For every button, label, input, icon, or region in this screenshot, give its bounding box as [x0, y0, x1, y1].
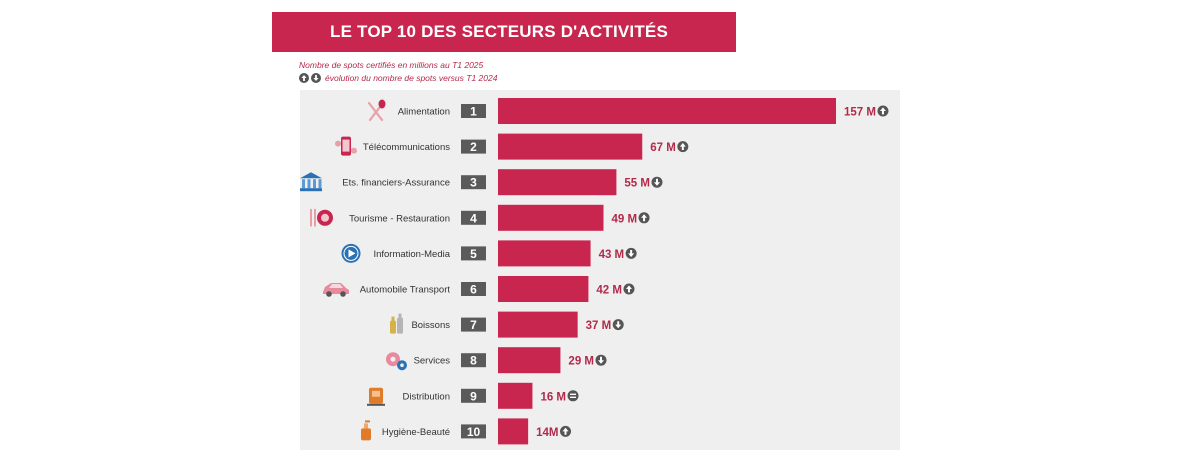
chart-panel: Alimentation 1 157 M Télécommunications 2 67 …: [300, 90, 900, 450]
rank-label: 3: [470, 176, 477, 190]
rank-label: 10: [467, 425, 481, 439]
category-label: Automobile Transport: [360, 285, 451, 296]
equal-circle-icon: [567, 390, 579, 402]
category-label: Tourisme - Restauration: [349, 213, 450, 224]
arrow-up-circle-icon: [638, 212, 650, 224]
car-icon: [323, 283, 349, 297]
rank-box: [461, 175, 486, 190]
bar: [498, 204, 604, 231]
value-label: 37 M: [586, 320, 612, 332]
bar: [498, 311, 578, 338]
arrow-up-circle-icon: [877, 105, 889, 117]
rank-box: [461, 424, 486, 439]
value-label: 157 M: [844, 107, 876, 119]
shopping-icon: [367, 387, 385, 406]
restaurant-icon: [310, 208, 333, 227]
rank-box: [461, 317, 486, 332]
arrow-up-circle-icon: [560, 425, 572, 437]
value-label: 14M: [536, 427, 558, 439]
rank-label: 8: [470, 354, 477, 368]
bar: [498, 133, 643, 160]
rank-label: 5: [470, 247, 477, 261]
bar: [498, 418, 529, 445]
category-label: Distribution: [402, 391, 450, 402]
rank-label: 1: [470, 105, 477, 119]
rank-box: [461, 388, 486, 403]
category-label: Télécommunications: [363, 142, 450, 153]
arrow-up-circle-icon: [677, 141, 689, 153]
arrow-down-circle-icon: [612, 319, 624, 331]
arrow-down-circle-icon: [651, 176, 663, 188]
arrow-down-circle-icon: [625, 247, 637, 259]
rank-label: 7: [470, 318, 477, 332]
value-label: 49 M: [611, 213, 637, 225]
cosmetics-icon: [361, 420, 371, 441]
rank-label: 9: [470, 389, 477, 403]
bar: [498, 276, 589, 302]
value-label: 42 M: [596, 285, 622, 297]
fork-spoon-icon: [367, 99, 386, 122]
rank-box: [461, 210, 486, 225]
arrow-down-circle-icon: [311, 73, 321, 83]
trend-legend: évolution du nombre de spots versus T1 2…: [299, 73, 497, 83]
bottles-icon: [390, 313, 403, 334]
rank-box: [461, 246, 486, 261]
value-label: 29 M: [568, 356, 594, 368]
bar-chart: Alimentation 1 157 M Télécommunications 2 67 …: [300, 98, 889, 445]
rank-label: 6: [470, 283, 477, 297]
bar: [498, 347, 561, 374]
value-label: 16 M: [540, 391, 566, 403]
rank-box: [461, 104, 486, 118]
play-icon: [341, 243, 361, 263]
chart-subtitle: Nombre de spots certifiés en millions au…: [299, 60, 484, 70]
value-label: 43 M: [599, 249, 625, 261]
category-label: Hygiène-Beauté: [382, 427, 450, 438]
rank-box: [461, 139, 486, 154]
category-label: Boissons: [411, 320, 450, 331]
arrow-up-circle-icon: [623, 283, 635, 295]
value-label: 55 M: [624, 178, 650, 190]
rank-label: 4: [470, 211, 477, 225]
bar: [498, 382, 533, 409]
gears-icon: [386, 352, 407, 371]
rank-label: 2: [470, 140, 477, 154]
rank-box: [461, 353, 486, 368]
category-label: Information-Media: [373, 249, 450, 260]
phone-icon: [335, 136, 357, 156]
legend-text: évolution du nombre de spots versus T1 2…: [325, 73, 498, 83]
bar: [498, 98, 836, 124]
category-label: Ets. financiers-Assurance: [342, 178, 450, 189]
title-banner: LE TOP 10 DES SECTEURS D'ACTIVITÉS: [272, 12, 736, 52]
arrow-up-circle-icon: [299, 73, 309, 83]
category-label: Services: [414, 356, 451, 367]
bar: [498, 240, 591, 267]
bank-icon: [300, 172, 322, 192]
arrow-down-circle-icon: [595, 354, 607, 366]
bar: [498, 169, 617, 196]
chart-title: LE TOP 10 DES SECTEURS D'ACTIVITÉS: [330, 22, 669, 41]
value-label: 67 M: [650, 142, 676, 154]
rank-box: [461, 282, 486, 296]
category-label: Alimentation: [398, 107, 450, 118]
